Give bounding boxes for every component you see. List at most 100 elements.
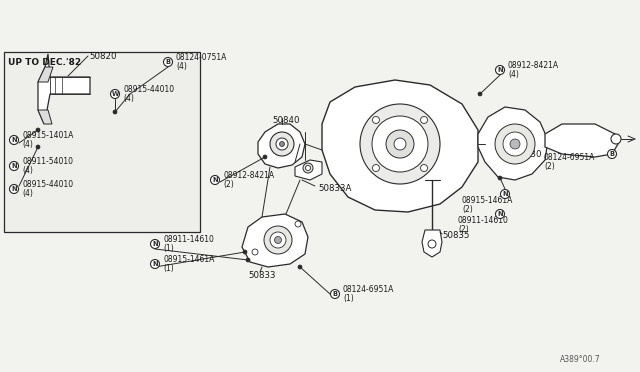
Circle shape xyxy=(611,134,621,144)
Text: 08915-44010: 08915-44010 xyxy=(22,180,73,189)
Text: W: W xyxy=(111,91,118,97)
Text: 08915-1401A: 08915-1401A xyxy=(22,131,74,140)
Text: N: N xyxy=(11,163,17,169)
Circle shape xyxy=(113,110,117,114)
Polygon shape xyxy=(242,214,308,267)
Circle shape xyxy=(428,240,436,248)
Text: 08911-54010: 08911-54010 xyxy=(22,157,73,166)
Text: (4): (4) xyxy=(176,61,187,71)
Text: UP TO DEC.'82: UP TO DEC.'82 xyxy=(8,58,81,67)
Circle shape xyxy=(372,116,428,172)
Circle shape xyxy=(478,92,482,96)
Text: N: N xyxy=(497,211,503,217)
Circle shape xyxy=(495,65,504,74)
Text: 08915-1461A: 08915-1461A xyxy=(163,254,214,263)
Circle shape xyxy=(330,289,339,298)
Text: 08912-8421A: 08912-8421A xyxy=(223,170,274,180)
Circle shape xyxy=(10,185,19,193)
Text: (2): (2) xyxy=(223,180,234,189)
Text: (2): (2) xyxy=(544,161,555,170)
Text: (2): (2) xyxy=(462,205,473,214)
Circle shape xyxy=(500,189,509,199)
Polygon shape xyxy=(38,54,90,124)
Circle shape xyxy=(36,128,40,132)
FancyBboxPatch shape xyxy=(4,52,200,232)
Circle shape xyxy=(420,116,428,124)
Text: B: B xyxy=(333,291,337,297)
Polygon shape xyxy=(478,107,548,180)
Circle shape xyxy=(386,130,414,158)
Polygon shape xyxy=(295,160,322,180)
Text: 08124-0751A: 08124-0751A xyxy=(176,52,227,61)
Circle shape xyxy=(372,164,380,171)
Circle shape xyxy=(275,237,282,244)
Text: 08911-14610: 08911-14610 xyxy=(163,234,214,244)
Text: (4): (4) xyxy=(22,140,33,148)
Circle shape xyxy=(394,138,406,150)
Circle shape xyxy=(263,155,267,159)
Polygon shape xyxy=(322,80,478,212)
Text: 50840: 50840 xyxy=(272,115,300,125)
Polygon shape xyxy=(38,67,53,82)
Circle shape xyxy=(252,249,258,255)
Text: 08911-14610: 08911-14610 xyxy=(458,215,509,224)
Text: B: B xyxy=(609,151,614,157)
Circle shape xyxy=(360,104,440,184)
Circle shape xyxy=(295,221,301,227)
Text: N: N xyxy=(152,261,158,267)
Text: (4): (4) xyxy=(508,70,519,78)
Circle shape xyxy=(607,150,616,158)
Text: N: N xyxy=(11,186,17,192)
Text: 08912-8421A: 08912-8421A xyxy=(508,61,559,70)
Circle shape xyxy=(303,163,313,173)
Circle shape xyxy=(503,132,527,156)
Text: (2): (2) xyxy=(458,224,468,234)
Text: N: N xyxy=(152,241,158,247)
Text: B: B xyxy=(166,59,170,65)
Circle shape xyxy=(264,226,292,254)
Circle shape xyxy=(420,164,428,171)
Text: 50830: 50830 xyxy=(514,150,541,158)
Circle shape xyxy=(163,58,173,67)
Text: (4): (4) xyxy=(22,166,33,174)
Text: (1): (1) xyxy=(343,294,354,302)
Text: (1): (1) xyxy=(163,244,173,253)
Circle shape xyxy=(36,145,40,149)
Circle shape xyxy=(270,232,286,248)
Circle shape xyxy=(150,240,159,248)
Text: N: N xyxy=(212,177,218,183)
Circle shape xyxy=(372,116,380,124)
Polygon shape xyxy=(258,124,305,168)
Text: 50820: 50820 xyxy=(89,51,116,61)
Text: (4): (4) xyxy=(22,189,33,198)
Text: 50835: 50835 xyxy=(442,231,470,240)
Circle shape xyxy=(10,135,19,144)
Polygon shape xyxy=(545,124,618,157)
Text: 50833A: 50833A xyxy=(318,183,351,192)
Circle shape xyxy=(211,176,220,185)
Circle shape xyxy=(298,265,302,269)
Circle shape xyxy=(246,258,250,262)
Circle shape xyxy=(276,138,288,150)
Circle shape xyxy=(280,141,285,147)
Circle shape xyxy=(510,139,520,149)
Circle shape xyxy=(305,166,310,170)
Circle shape xyxy=(10,161,19,170)
Circle shape xyxy=(111,90,120,99)
Text: A389°00.7: A389°00.7 xyxy=(560,356,600,365)
Circle shape xyxy=(495,124,535,164)
Polygon shape xyxy=(422,230,442,257)
Text: 08915-44010: 08915-44010 xyxy=(123,84,174,93)
Text: (4): (4) xyxy=(123,93,134,103)
Text: 08124-6951A: 08124-6951A xyxy=(343,285,394,294)
Circle shape xyxy=(270,132,294,156)
Text: 08124-6951A: 08124-6951A xyxy=(544,153,595,161)
Text: (1): (1) xyxy=(163,263,173,273)
Circle shape xyxy=(495,209,504,218)
Text: 08915-1461A: 08915-1461A xyxy=(462,196,513,205)
Circle shape xyxy=(243,250,247,254)
Text: N: N xyxy=(502,191,508,197)
Circle shape xyxy=(498,176,502,180)
Circle shape xyxy=(150,260,159,269)
Polygon shape xyxy=(38,110,52,124)
